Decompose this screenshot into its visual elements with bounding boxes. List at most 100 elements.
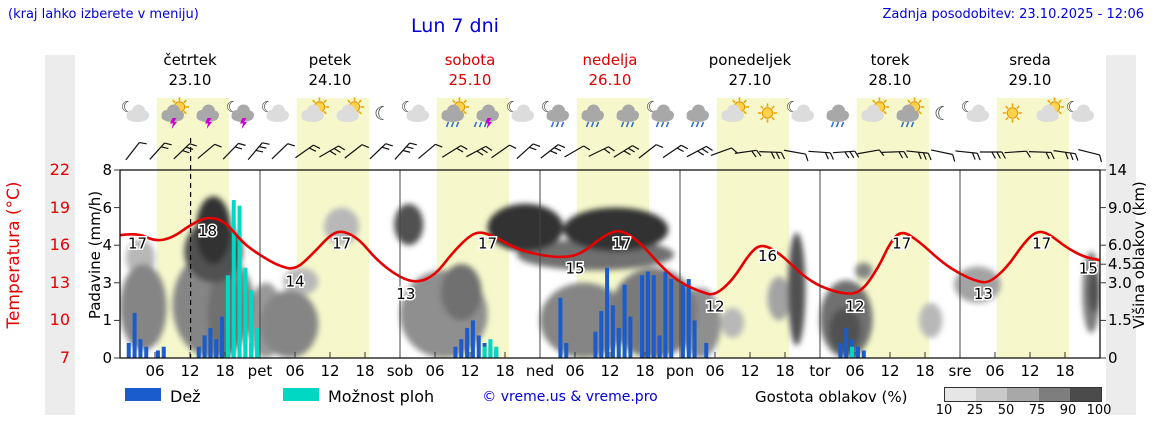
wind-barb (808, 150, 834, 160)
cloud-region (207, 270, 243, 358)
sun-cloud-bolt-icon (161, 97, 190, 129)
precip-tick-label: 0 (102, 349, 112, 367)
density-gradient-segment (945, 388, 977, 401)
day-name-petek: petek (308, 51, 352, 69)
wind-barb (295, 144, 321, 159)
shower-bar (494, 346, 499, 358)
rain-bar (202, 335, 207, 358)
rain-bar (645, 271, 650, 358)
sun-cloud-rain-icon (896, 97, 925, 128)
cloud-region (120, 264, 167, 351)
sun-cloud-icon (1036, 97, 1065, 122)
rain-bar (861, 350, 866, 358)
cloud-height-tick-label: 14 (1108, 161, 1128, 179)
rain-bar (628, 316, 633, 358)
lightning-bolt (485, 118, 492, 129)
precip-tick-label: 8 (102, 161, 112, 179)
wind-barb (1053, 150, 1079, 161)
rain-bar (459, 339, 464, 358)
x-day-abbrev-sob: sob (386, 362, 414, 380)
wind-barb (955, 150, 981, 161)
wind-barb (173, 143, 197, 160)
rain-bar (610, 305, 615, 358)
wind-barb (710, 147, 738, 156)
lightning-bolt (205, 118, 212, 129)
rain-bar (220, 316, 225, 358)
day-name-sreda: sreda (1009, 51, 1051, 69)
wind-barb (686, 145, 713, 158)
cloud-density-legend-label: Gostota oblakov (%) (755, 388, 908, 406)
temperature-value-label: 13 (974, 285, 993, 303)
rain-bar (155, 350, 160, 358)
cloud-rain-icon (686, 104, 709, 128)
shower-bar (249, 290, 254, 358)
rain-bar (692, 320, 697, 358)
moon-icon: ☾ (934, 103, 951, 125)
shower-bar (488, 339, 493, 358)
cloud-region (919, 302, 943, 338)
temperature-value-label: 12 (705, 297, 724, 315)
sun-cloud-icon (301, 97, 330, 122)
day-date-29.10: 29.10 (1008, 71, 1052, 89)
wind-barb (369, 143, 393, 160)
copyright-link[interactable]: © vreme.us & vreme.pro (482, 389, 658, 405)
x-hour-label: 06 (705, 362, 725, 380)
wind-barb (613, 145, 640, 158)
moon-glyph: ☾ (934, 103, 951, 125)
day-date-26.10: 26.10 (588, 71, 632, 89)
x-hour-label: 12 (320, 362, 340, 380)
density-gradient-segment (1038, 388, 1070, 401)
rain-bar (144, 346, 149, 358)
rain-bar (599, 311, 604, 358)
x-hour-label: 18 (215, 362, 235, 380)
sun-icon (1002, 103, 1023, 123)
precip-tick-label: 1 (102, 311, 112, 330)
rain-bar (465, 327, 470, 358)
daylight-band (996, 98, 1070, 358)
temp-tick-label: 19 (49, 197, 70, 217)
cloud-height-tick-label: 3.0 (1108, 273, 1132, 292)
moon-cloud-icon: ☾ (401, 98, 429, 122)
cloud-bolt-rain-icon (473, 104, 499, 129)
page-title: Lun 7 dni (411, 15, 499, 37)
cloud-rain-icon (616, 104, 639, 128)
showers-legend-label: Možnost ploh (328, 387, 435, 406)
wind-barb (222, 142, 246, 160)
day-name-nedelja: nedelja (582, 51, 638, 69)
temp-tick-label: 10 (49, 310, 70, 330)
wind-barb (516, 143, 541, 160)
cloud-region (720, 307, 745, 338)
x-hour-label: 06 (985, 362, 1005, 380)
lightning-bolt (170, 118, 177, 129)
precip-tick-label: 6 (102, 198, 112, 217)
cloud-height-tick-label: 1.5 (1108, 311, 1132, 330)
shower-bar (231, 200, 236, 358)
moon-glyph: ☾ (374, 103, 391, 125)
temperature-line (120, 216, 1100, 296)
sun-cloud-icon (861, 97, 890, 122)
x-hour-label: 12 (1020, 362, 1040, 380)
sun-cloud-rain-icon (441, 97, 470, 128)
shower-bar (482, 346, 487, 358)
temperature-value-labels: 17 18 14 17 13 17 15 17 12 16 12 17 13 17 15 (126, 221, 1099, 317)
x-hour-label: 12 (180, 362, 200, 380)
rain-bar (593, 331, 598, 358)
day-name-torek: torek (870, 51, 910, 69)
rain-bar (663, 271, 668, 358)
rain-bar (657, 335, 662, 358)
cloud-region (394, 203, 424, 246)
temperature-value-label: 17 (332, 235, 351, 253)
wind-barb (734, 149, 762, 158)
cloud-region (563, 207, 669, 252)
x-hour-label: 18 (635, 362, 655, 380)
cloud-region (440, 264, 482, 321)
temperature-value-label: 16 (758, 247, 777, 265)
temp-tick-label: 22 (49, 160, 70, 179)
temp-tick-label: 13 (49, 272, 70, 292)
wind-barb (857, 149, 885, 157)
left-axis-strip (45, 55, 75, 415)
rain-bar (558, 297, 563, 358)
temperature-value-label: 18 (198, 222, 217, 240)
rain-bar (564, 342, 569, 358)
